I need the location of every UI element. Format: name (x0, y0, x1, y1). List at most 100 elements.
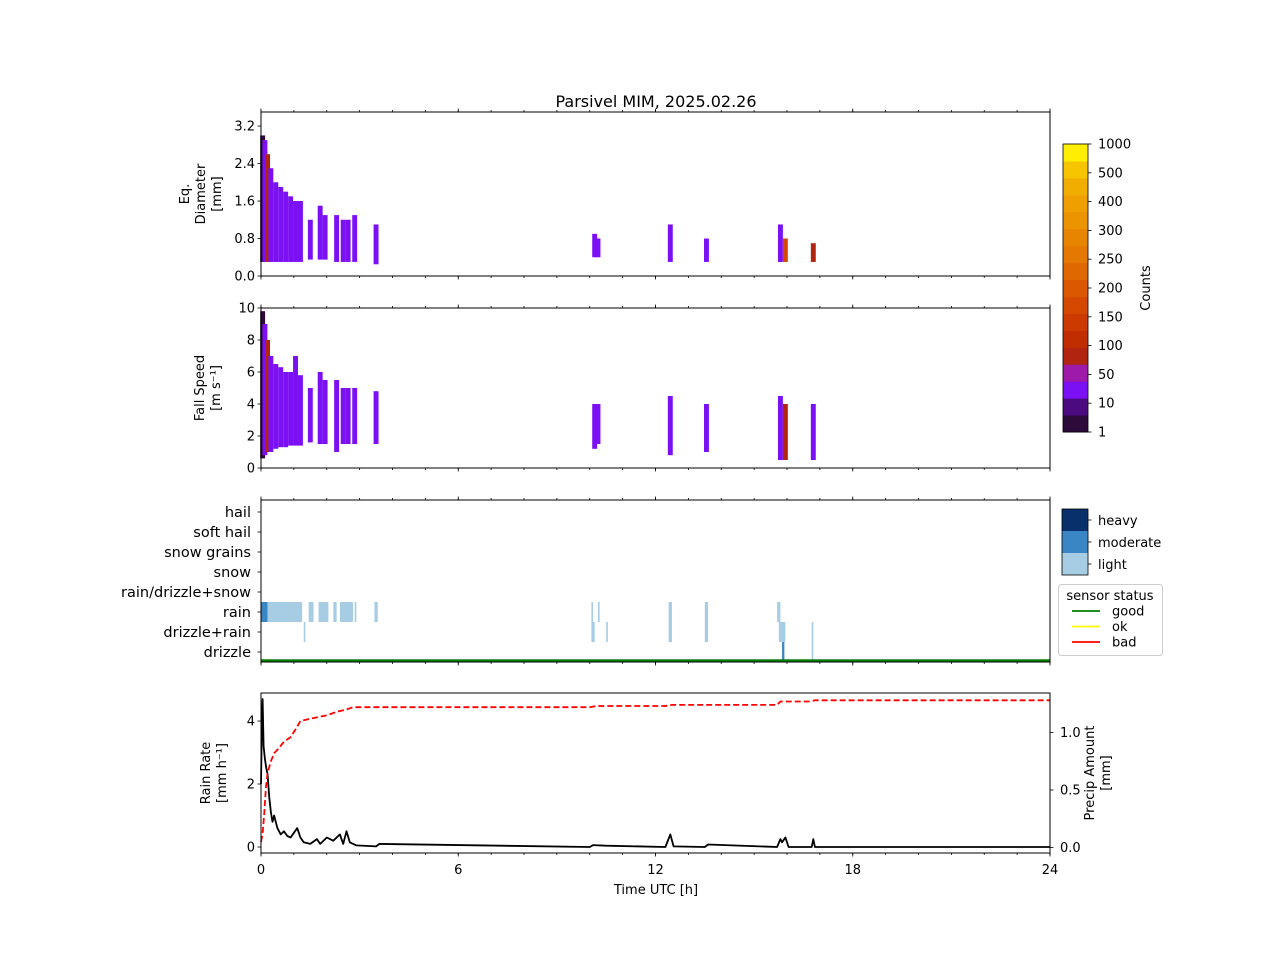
fall-speed-spectrum-column (703, 404, 709, 452)
diameter-spectrum-column (293, 201, 298, 262)
precip-type-y-tick-label: rain (223, 605, 251, 621)
diameter-y-tick-label: 2.4 (234, 157, 255, 172)
colorbar-tick-label: 200 (1098, 282, 1123, 297)
diameter-spectrum-column (317, 205, 323, 260)
fall-speed-spectrum-column (288, 372, 294, 446)
diameter-spectrum-column (273, 182, 279, 262)
fall-speed-spectrum-column (293, 356, 298, 446)
sensor-status-legend-label: ok (1112, 620, 1128, 635)
diameter-spectrum-column (340, 219, 346, 262)
precip-type-segment (303, 622, 306, 642)
diameter-spectrum-column (782, 238, 788, 262)
diameter-plot-area (261, 112, 1050, 276)
precip-type-y-tick-label: snow grains (164, 545, 251, 561)
rain-rate-lines (260, 698, 1050, 848)
precip-type-segment (339, 602, 354, 622)
rain-rate-plot-area (261, 693, 1050, 853)
time-x-tick-label: 6 (454, 863, 462, 878)
time-x-tick-label: 0 (257, 863, 265, 878)
colorbar-swatch (1063, 245, 1088, 264)
diameter-spectrum-column (373, 224, 379, 265)
precip-type-segment (704, 602, 709, 622)
colorbar-tick-label: 300 (1098, 224, 1123, 239)
precip-type-segment (668, 622, 672, 642)
colorbar-swatch (1063, 296, 1088, 314)
colorbar-swatch (1063, 415, 1088, 433)
intensity-legend-label: heavy (1098, 514, 1138, 529)
diameter-y-tick-label: 3.2 (234, 120, 255, 135)
precip-type-y-tick-label: rain/drizzle+snow (121, 585, 251, 601)
fall-speed-y-label: Fall Speed[m s⁻¹] (193, 355, 224, 421)
diameter-spectrum-column (810, 243, 816, 262)
fall-speed-spectrum-column (265, 340, 271, 452)
precip-type-segment (374, 602, 378, 622)
rain-rate-line (260, 698, 1050, 848)
fall-speed-y-tick-label: 10 (238, 302, 255, 317)
colorbar-swatch (1063, 194, 1088, 213)
precip-type-segment (308, 602, 314, 622)
diameter-axes: 0.0 0.8 1.6 2.4 3.2 Eq.Diameter[mm] (178, 108, 1051, 285)
time-x-label: Time UTC [h] (613, 883, 698, 898)
fall-speed-spectrum-column (307, 388, 313, 443)
fall-speed-spectrum-column (317, 372, 323, 444)
diameter-spectrum-column (288, 196, 294, 262)
precip-amount-y-tick-label: 1.0 (1060, 726, 1081, 741)
precip-type-segment (704, 622, 709, 642)
fall-speed-spectrum-column (340, 388, 346, 444)
intensity-legend: heavy moderate light (1061, 508, 1161, 576)
colorbar-swatch (1063, 177, 1088, 196)
colorbar-swatch (1063, 381, 1088, 399)
diameter-spectrum-column (297, 201, 303, 262)
precip-amount-y-label: Precip Amount[mm] (1083, 726, 1114, 821)
diameter-y-tick-label: 0.0 (234, 270, 255, 285)
precip-type-segment (811, 622, 814, 642)
fall-speed-spectrum-column (283, 372, 289, 448)
precip-type-segment (606, 622, 608, 642)
fall-speed-y-tick-label: 0 (247, 462, 255, 477)
intensity-legend-swatch (1062, 531, 1088, 553)
colorbar-swatch (1063, 364, 1088, 382)
diameter-spectrum-column (283, 191, 289, 262)
time-x-tick-label: 12 (647, 863, 664, 878)
diameter-panel: 0.0 0.8 1.6 2.4 3.2 Eq.Diameter[mm] (178, 108, 1051, 285)
precip-type-frame (260, 499, 1051, 663)
diameter-spectrum-column (265, 154, 271, 262)
precip-type-segment (591, 622, 595, 642)
precip-type-segment (778, 622, 786, 642)
intensity-legend-swatch (1062, 509, 1088, 531)
diameter-spectrum-column (268, 168, 274, 262)
fall-speed-frame (260, 307, 1051, 469)
precip-type-segment (777, 602, 781, 622)
sensor-status-legend-title: sensor status (1066, 589, 1153, 604)
colorbar-tick-label: 10 (1098, 397, 1115, 412)
colorbar-swatch (1063, 330, 1088, 348)
precip-type-segment (668, 602, 672, 622)
precip-type-segment (591, 602, 594, 622)
diameter-y-tick-label: 0.8 (234, 232, 255, 247)
fall-speed-spectrum-column (268, 356, 274, 452)
rain-rate-y-tick-label: 2 (247, 778, 255, 793)
fall-speed-spectrum-column (345, 388, 351, 444)
diameter-spectrum-column (307, 219, 313, 260)
intensity-legend-frame (1061, 508, 1089, 576)
fall-speed-spectrum-column (262, 324, 268, 456)
fall-speed-y-tick-label: 4 (247, 398, 255, 413)
colorbar-tick-label: 100 (1098, 339, 1123, 354)
intensity-legend-label: moderate (1098, 536, 1161, 551)
rain-rate-y-tick-label: 0 (247, 841, 255, 856)
precip-type-axes: drizzle drizzle+rain rain rain/drizzle+snow… (121, 496, 1051, 666)
precip-type-y-tick-label: drizzle (204, 645, 251, 661)
diameter-spectrum-column (592, 233, 598, 258)
fall-speed-spectrum-column (278, 367, 284, 448)
diameter-spectrum-column (703, 238, 709, 262)
colorbar-swatch (1063, 313, 1088, 331)
colorbar-swatch (1063, 262, 1088, 281)
fall-speed-spectrum-column (334, 380, 340, 452)
fall-speed-spectrum-column (592, 404, 598, 449)
diameter-spectrum-column (322, 215, 328, 260)
figure-title: Parsivel MIM, 2025.02.26 (555, 92, 756, 111)
colorbar-swatch (1063, 347, 1088, 365)
